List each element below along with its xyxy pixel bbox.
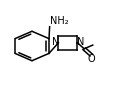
- Text: N: N: [52, 37, 59, 47]
- Text: N: N: [77, 37, 84, 47]
- Text: NH₂: NH₂: [50, 16, 69, 26]
- Text: O: O: [87, 54, 95, 64]
